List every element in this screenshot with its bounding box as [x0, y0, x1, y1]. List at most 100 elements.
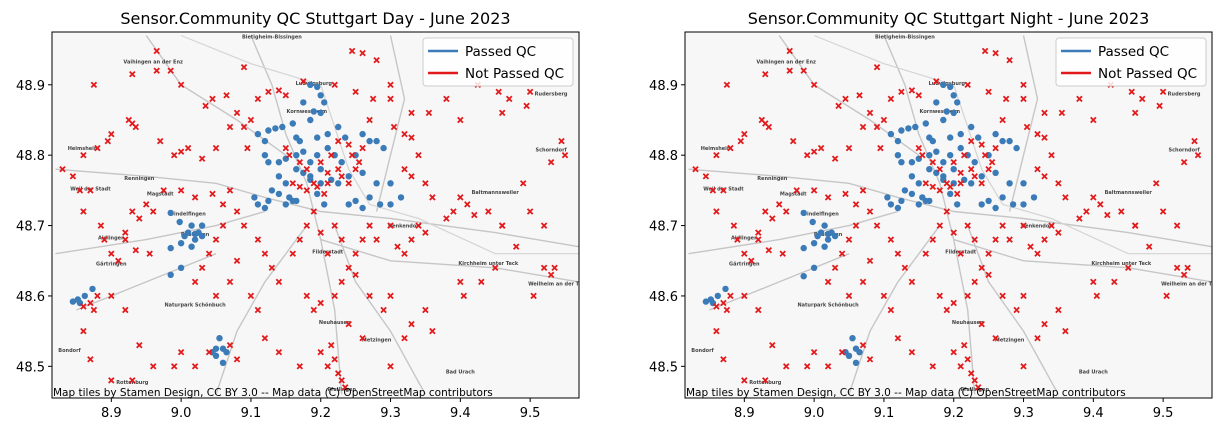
basemap-place-label: Gärtringen [96, 262, 127, 268]
passed-qc-marker [254, 201, 262, 208]
not-passed-qc-marker [355, 158, 363, 166]
passed-qc-marker [69, 298, 77, 305]
not-passed-qc-marker [387, 363, 394, 370]
not-passed-qc-marker [723, 306, 731, 314]
not-passed-qc-marker [387, 222, 394, 229]
not-passed-qc-marker [1055, 229, 1062, 236]
not-passed-qc-marker [824, 194, 832, 201]
passed-qc-marker [947, 134, 954, 141]
not-passed-qc-marker [887, 306, 895, 314]
not-passed-qc-marker [498, 109, 506, 117]
passed-qc-marker [849, 335, 856, 342]
not-passed-qc-marker [859, 341, 867, 349]
passed-qc-marker [282, 201, 289, 208]
not-passed-qc-marker [373, 56, 380, 64]
not-passed-qc-marker [762, 208, 769, 215]
passed-qc-marker [722, 285, 729, 293]
basemap-place-labels: Bietigheim-Bissingen Vaihingen an der Enz… [691, 34, 1212, 393]
not-passed-qc-marker [338, 173, 345, 180]
not-passed-qc-marker [443, 215, 450, 222]
not-passed-qc-marker [824, 363, 832, 370]
chart-panel-day: Sensor.Community QC Stuttgart Day - June… [16, 9, 580, 421]
not-passed-qc-marker [212, 292, 220, 300]
not-passed-qc-marker [76, 187, 84, 194]
not-passed-qc-marker [741, 377, 748, 384]
not-passed-qc-marker [1006, 236, 1013, 243]
passed-qc-marker [905, 125, 912, 132]
not-passed-qc-marker [324, 169, 331, 177]
not-passed-qc-marker [1156, 102, 1163, 110]
not-passed-qc-marker [401, 334, 408, 342]
not-passed-qc-marker [922, 250, 930, 257]
passed-qc-marker [957, 130, 964, 138]
not-passed-qc-marker [1131, 222, 1139, 229]
not-passed-qc-marker [205, 348, 213, 356]
not-passed-qc-marker [191, 194, 199, 201]
y-tick-label: 48.7 [649, 220, 678, 235]
passed-qc-marker [321, 201, 328, 208]
not-passed-qc-marker [985, 88, 992, 96]
not-passed-qc-marker [149, 363, 157, 370]
y-axis-ticks: 48.5 48.6 48.7 48.8 48.9 [16, 79, 52, 375]
legend-passed-label: Passed QC [465, 44, 536, 60]
passed-qc-marker [968, 180, 975, 187]
passed-qc-marker [947, 190, 954, 198]
not-passed-qc-marker [755, 236, 762, 243]
not-passed-qc-marker [303, 222, 311, 229]
basemap-place-label: Naturpark Schönbuch [164, 303, 226, 309]
not-passed-qc-marker [498, 222, 506, 229]
map-background [685, 32, 1212, 398]
not-passed-qc-marker [1002, 95, 1010, 103]
basemap-place-label: Heimsheim [701, 146, 732, 152]
passed-qc-marker [314, 190, 321, 198]
sensor-markers [692, 47, 1202, 391]
passed-qc-marker [324, 130, 331, 138]
not-passed-qc-marker [1020, 222, 1027, 229]
passed-qc-marker [800, 209, 807, 217]
not-passed-qc-marker [734, 236, 741, 243]
not-passed-qc-marker [957, 180, 964, 187]
passed-qc-marker [908, 190, 916, 198]
basemap-place-label: Baltmannsweiler [1105, 190, 1153, 196]
not-passed-qc-marker [387, 95, 394, 103]
not-passed-qc-marker [146, 250, 153, 257]
not-passed-qc-marker [352, 250, 359, 257]
x-tick-label: 9.0 [171, 406, 192, 421]
passed-qc-marker [929, 137, 936, 145]
not-passed-qc-marker [730, 222, 738, 229]
not-passed-qc-marker [331, 81, 338, 89]
not-passed-qc-marker [422, 229, 429, 236]
not-passed-qc-marker [387, 292, 394, 300]
passed-qc-marker [307, 116, 314, 124]
basemap-place-label: Kirchheim unter Teck [1091, 261, 1151, 267]
passed-qc-marker [926, 152, 933, 159]
passed-qc-marker [177, 240, 185, 247]
not-passed-qc-marker [491, 264, 499, 272]
not-passed-qc-marker [769, 341, 776, 349]
not-passed-qc-marker [422, 306, 429, 314]
map-attribution: Map tiles by Stamen Design, CC BY 3.0 --… [53, 387, 493, 399]
not-passed-qc-marker [1034, 334, 1041, 342]
not-passed-qc-marker [115, 257, 122, 265]
not-passed-qc-marker [202, 102, 209, 110]
not-passed-qc-marker [359, 236, 366, 243]
not-passed-qc-marker [94, 144, 101, 152]
not-passed-qc-marker [950, 299, 957, 307]
passed-qc-marker [950, 92, 957, 99]
x-tick-label: 9.4 [1083, 406, 1104, 421]
passed-qc-marker [933, 148, 940, 155]
passed-qc-marker [1020, 201, 1027, 208]
not-passed-qc-marker [526, 88, 534, 96]
not-passed-qc-marker [960, 341, 968, 349]
not-passed-qc-marker [1006, 56, 1013, 64]
not-passed-qc-marker [1055, 180, 1062, 187]
basemap-road [375, 35, 406, 212]
not-passed-qc-marker [929, 158, 937, 166]
passed-qc-marker [992, 130, 999, 138]
legend-box [1055, 37, 1207, 87]
not-passed-qc-marker [471, 211, 478, 219]
legend-failed-label: Not Passed QC [465, 66, 564, 82]
not-passed-qc-marker [345, 264, 352, 272]
not-passed-qc-marker [992, 236, 999, 243]
